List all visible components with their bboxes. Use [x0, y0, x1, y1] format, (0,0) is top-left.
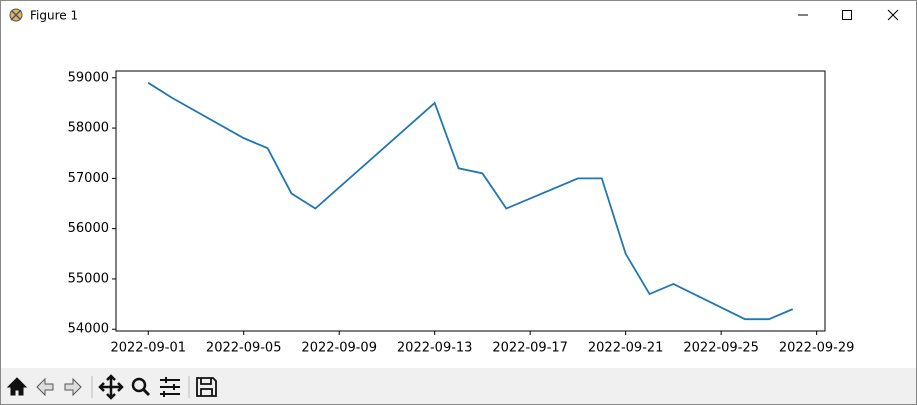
x-tick-label: 2022-09-29	[779, 341, 855, 356]
x-tick-label: 2022-09-21	[588, 341, 664, 356]
y-tick-label: 54000	[68, 322, 109, 337]
x-tick-label: 2022-09-25	[683, 341, 759, 356]
zoom-button[interactable]	[131, 377, 151, 397]
home-button[interactable]	[6, 377, 28, 396]
configure-button[interactable]	[160, 377, 180, 397]
close-button[interactable]	[887, 9, 899, 21]
y-tick-label: 59000	[68, 70, 109, 85]
y-tick-label: 58000	[68, 121, 109, 136]
x-tick-label: 2022-09-17	[492, 341, 568, 356]
toolbar	[1, 368, 916, 404]
x-tick-label: 2022-09-13	[397, 341, 473, 356]
save-button[interactable]	[196, 377, 217, 397]
y-tick-label: 55000	[68, 271, 109, 286]
app-icon	[9, 8, 23, 22]
window-title: Figure 1	[30, 9, 78, 23]
y-tick-label: 57000	[68, 171, 109, 186]
back-button[interactable]	[36, 377, 54, 397]
y-tick-label: 56000	[68, 221, 109, 236]
x-tick-label: 2022-09-05	[206, 341, 282, 356]
forward-button[interactable]	[64, 377, 82, 397]
pan-button[interactable]	[98, 374, 124, 400]
x-tick-label: 2022-09-09	[301, 341, 377, 356]
x-tick-label: 2022-09-01	[110, 341, 186, 356]
maximize-button[interactable]	[842, 10, 852, 20]
line	[147, 82, 794, 321]
axes-frame	[115, 70, 826, 332]
